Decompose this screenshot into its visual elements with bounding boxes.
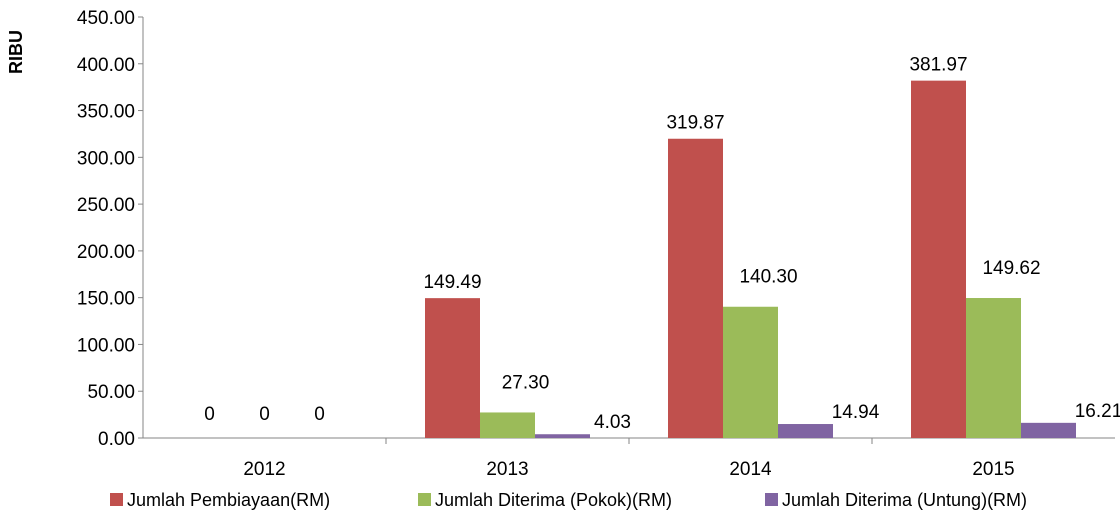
y-tick-label: 0.00 bbox=[98, 429, 135, 450]
data-label: 149.62 bbox=[982, 258, 1040, 279]
data-label: 0 bbox=[259, 404, 270, 425]
y-tick-label: 400.00 bbox=[77, 55, 135, 76]
bar bbox=[480, 412, 535, 438]
data-label: 4.03 bbox=[594, 412, 631, 433]
y-tick-label: 450.00 bbox=[77, 8, 135, 29]
data-label: 149.49 bbox=[423, 272, 481, 293]
bar bbox=[966, 298, 1021, 438]
legend-swatch bbox=[110, 493, 123, 506]
bar bbox=[723, 306, 778, 438]
x-tick-label: 2014 bbox=[729, 459, 772, 480]
legend-item: Jumlah Pembiayaan(RM) bbox=[110, 490, 330, 510]
bar bbox=[535, 434, 590, 438]
data-label: 27.30 bbox=[502, 372, 550, 393]
legend-label: Jumlah Diterima (Untung)(RM) bbox=[782, 490, 1027, 510]
data-label: 140.30 bbox=[739, 267, 797, 288]
legend-swatch bbox=[765, 493, 778, 506]
legend-label: Jumlah Diterima (Pokok)(RM) bbox=[435, 490, 672, 510]
y-tick-label: 200.00 bbox=[77, 242, 135, 263]
legend: Jumlah Pembiayaan(RM) Jumlah Diterima (Po… bbox=[110, 490, 1027, 510]
x-tick-label: 2013 bbox=[486, 459, 528, 480]
x-tick-label: 2012 bbox=[243, 459, 285, 480]
data-label: 319.87 bbox=[666, 113, 724, 134]
y-tick-label: 100.00 bbox=[77, 335, 135, 356]
bar bbox=[425, 298, 480, 438]
data-label: 381.97 bbox=[909, 55, 967, 76]
bar bbox=[668, 138, 723, 439]
legend-swatch bbox=[418, 493, 431, 506]
y-tick-label: 300.00 bbox=[77, 148, 135, 169]
bar bbox=[1021, 422, 1076, 438]
y-tick-label: 350.00 bbox=[77, 102, 135, 123]
legend-item: Jumlah Diterima (Untung)(RM) bbox=[765, 490, 1027, 510]
legend-item: Jumlah Diterima (Pokok)(RM) bbox=[418, 490, 672, 510]
y-tick-label: 250.00 bbox=[77, 195, 135, 216]
data-label: 14.94 bbox=[832, 402, 880, 423]
y-tick-label: 50.00 bbox=[87, 382, 135, 403]
data-label: 0 bbox=[314, 404, 325, 425]
legend-label: Jumlah Pembiayaan(RM) bbox=[127, 490, 330, 510]
data-label: 0 bbox=[204, 404, 215, 425]
bar bbox=[911, 80, 966, 438]
bar bbox=[778, 424, 833, 438]
plot-area: 0.00 50.00 100.00 150.00 200.00 250.00 300.00 3… bbox=[77, 8, 1120, 480]
y-axis-title: RIBU bbox=[6, 30, 26, 74]
data-label: 16.21 bbox=[1075, 401, 1120, 422]
y-tick-label: 150.00 bbox=[77, 289, 135, 310]
x-tick-label: 2015 bbox=[972, 459, 1014, 480]
